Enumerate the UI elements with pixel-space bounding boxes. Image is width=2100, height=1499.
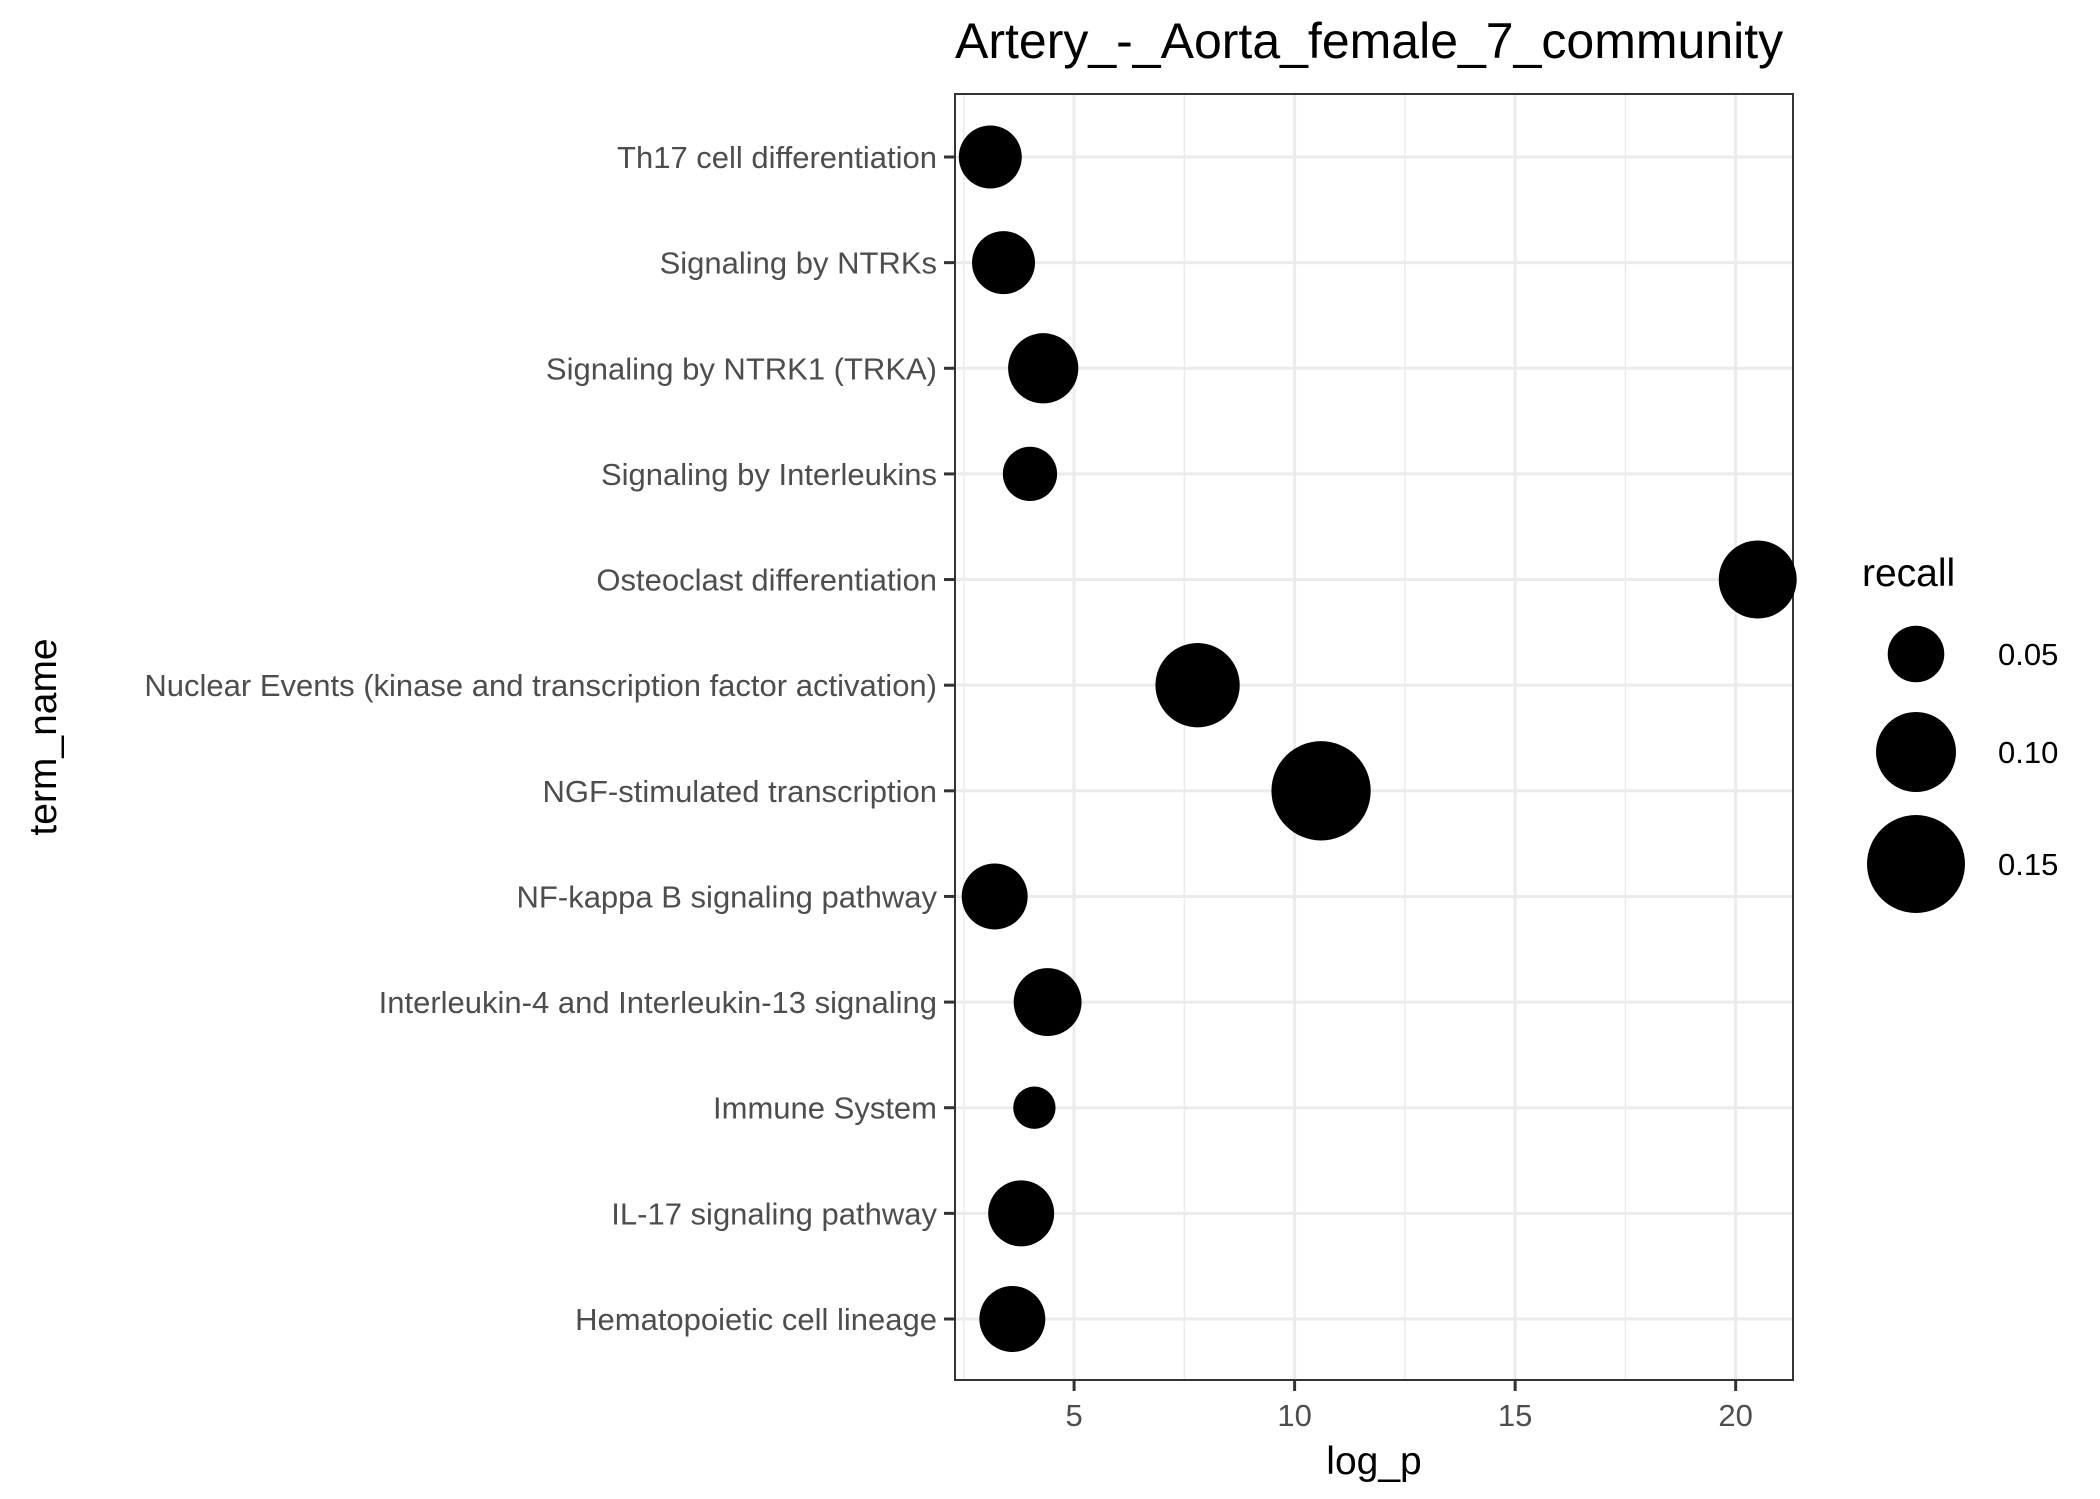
data-point (1155, 643, 1240, 728)
data-point (972, 231, 1036, 295)
data-point (961, 863, 1028, 930)
data-point (1002, 446, 1058, 502)
data-point (1013, 1086, 1056, 1129)
gridlines (955, 94, 1793, 1380)
x-axis-title: log_p (1326, 1440, 1421, 1483)
legend-key (1876, 712, 1956, 792)
legend-label: 0.05 (1998, 637, 2058, 672)
x-tick-label: 20 (1718, 1398, 1752, 1433)
chart-title: Artery_-_Aorta_female_7_community (955, 13, 1783, 69)
legend-label: 0.15 (1998, 847, 2058, 882)
legend-key (1887, 625, 1945, 683)
data-point (979, 1286, 1046, 1352)
x-axis: 5 10 15 20 (1065, 1380, 1753, 1433)
data-point (1013, 968, 1082, 1037)
legend-label: 0.10 (1998, 735, 2058, 770)
y-tick-label: Osteoclast differentiation (596, 563, 937, 598)
y-tick-label: Th17 cell differentiation (617, 140, 937, 175)
data-point (958, 125, 1022, 189)
x-tick-label: 10 (1277, 1398, 1311, 1433)
data-point (988, 1180, 1055, 1247)
size-legend: recall 0.05 0.10 0.15 (1862, 552, 2058, 913)
y-tick-label: Hematopoietic cell lineage (575, 1302, 937, 1337)
y-tick-label: NF-kappa B signaling pathway (517, 879, 938, 914)
data-point (1008, 333, 1079, 404)
y-axis: Th17 cell differentiation Signaling by NT… (144, 140, 955, 1337)
data-point (1271, 741, 1371, 841)
y-tick-label: Signaling by NTRK1 (TRKA) (546, 351, 937, 386)
y-tick-label: Nuclear Events (kinase and transcription… (144, 668, 937, 703)
x-tick-label: 15 (1498, 1398, 1532, 1433)
y-tick-label: NGF-stimulated transcription (542, 774, 937, 809)
y-axis-title: term_name (22, 638, 65, 835)
y-tick-label: Signaling by Interleukins (601, 457, 937, 492)
data-point (1718, 540, 1797, 619)
x-tick-label: 5 (1065, 1398, 1082, 1433)
legend-key (1867, 815, 1965, 913)
data-points (958, 125, 1797, 1352)
y-tick-label: IL-17 signaling pathway (611, 1196, 937, 1231)
y-tick-label: Immune System (713, 1091, 937, 1126)
legend-title: recall (1862, 552, 1955, 595)
plot-panel-border (954, 93, 1794, 1381)
y-tick-label: Interleukin-4 and Interleukin-13 signali… (379, 985, 937, 1020)
y-tick-label: Signaling by NTRKs (660, 246, 937, 281)
